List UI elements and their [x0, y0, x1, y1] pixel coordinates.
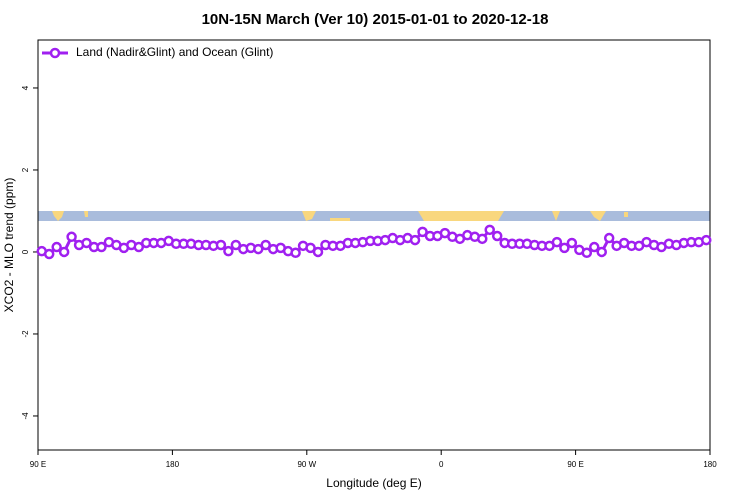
data-point — [559, 242, 570, 254]
y-tick-label: -4 — [21, 412, 30, 420]
x-tick-label: 90 E — [30, 460, 46, 469]
data-point — [484, 224, 495, 236]
data-point — [701, 234, 712, 246]
data-point — [58, 246, 70, 258]
data-point — [96, 241, 107, 253]
data-point — [51, 241, 62, 253]
data-point — [223, 245, 234, 257]
data-point — [215, 239, 227, 251]
data-point — [230, 239, 242, 251]
plot-frame — [37, 39, 711, 451]
chart-title: 10N-15N March (Ver 10) 2015-01-01 to 202… — [202, 11, 549, 28]
legend-label: Land (Nadir&Glint) and Ocean (Glint) — [76, 45, 273, 59]
data-point — [603, 232, 615, 244]
data-point — [312, 246, 324, 258]
data-point — [81, 237, 92, 249]
x-tick-label: 90 W — [297, 460, 316, 469]
x-tick-label: 0 — [439, 460, 444, 469]
data-point — [581, 247, 593, 259]
data-point — [66, 231, 77, 243]
x-axis-label: Longitude (deg E) — [326, 476, 421, 490]
data-point — [596, 246, 607, 258]
data-point — [133, 241, 145, 253]
x-tick-label: 180 — [703, 460, 717, 469]
x-tick-label: 90 E — [567, 460, 583, 469]
data-point — [491, 230, 503, 242]
data-point — [477, 233, 488, 245]
x-tick-label: 180 — [166, 460, 180, 469]
data-point — [305, 242, 316, 254]
data-point — [551, 236, 563, 248]
data-point — [566, 237, 578, 249]
y-tick-label: 2 — [21, 167, 30, 172]
data-point — [589, 241, 600, 253]
data-point — [253, 243, 264, 255]
data-point — [409, 234, 421, 246]
data-point — [417, 226, 428, 238]
y-tick-label: 4 — [21, 85, 30, 90]
y-tick-label: -2 — [21, 330, 30, 338]
data-point — [260, 239, 271, 251]
y-axis-label: XCO2 - MLO trend (ppm) — [2, 178, 16, 313]
map-strip — [38, 211, 710, 221]
y-tick-label: 0 — [21, 249, 30, 254]
data-point — [290, 247, 301, 259]
data-point — [43, 248, 55, 260]
legend-marker — [49, 47, 61, 59]
